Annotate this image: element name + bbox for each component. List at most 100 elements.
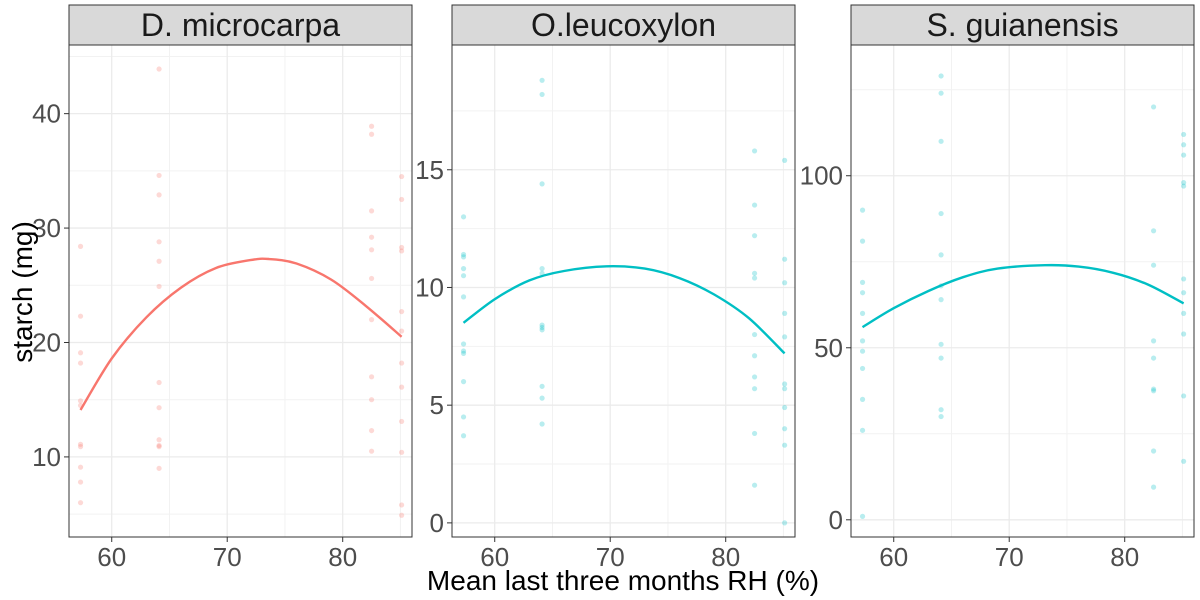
data-point bbox=[460, 350, 467, 356]
data-point bbox=[77, 441, 84, 447]
data-point bbox=[460, 251, 467, 258]
data-point bbox=[938, 90, 944, 96]
data-point bbox=[1150, 386, 1157, 392]
data-point bbox=[156, 442, 162, 449]
facet-strip-label: O.leucoxylon bbox=[531, 7, 716, 43]
panel-background bbox=[452, 45, 795, 537]
data-point bbox=[1150, 388, 1157, 394]
data-point bbox=[460, 214, 467, 220]
data-point bbox=[77, 398, 84, 404]
data-point bbox=[539, 421, 545, 427]
data-point bbox=[782, 381, 788, 387]
data-point bbox=[782, 157, 788, 163]
data-point bbox=[77, 350, 84, 356]
data-point bbox=[859, 338, 866, 344]
data-point bbox=[399, 384, 405, 390]
data-point bbox=[156, 172, 162, 179]
data-point bbox=[938, 407, 944, 413]
data-point bbox=[156, 437, 162, 443]
data-point bbox=[751, 270, 758, 276]
y-tick-label: 30 bbox=[32, 213, 61, 243]
data-point bbox=[77, 243, 84, 249]
data-point bbox=[399, 248, 405, 254]
data-point bbox=[368, 247, 375, 253]
data-point bbox=[460, 294, 467, 300]
data-point bbox=[368, 448, 375, 454]
data-point bbox=[859, 238, 866, 244]
data-point bbox=[460, 341, 467, 347]
data-point bbox=[460, 414, 467, 420]
panel-border bbox=[68, 44, 413, 538]
data-point bbox=[368, 208, 375, 214]
x-axis-title: Mean last three months RH (%) bbox=[427, 565, 819, 596]
data-point bbox=[460, 433, 467, 439]
data-point bbox=[938, 210, 944, 217]
data-point bbox=[1181, 290, 1187, 296]
facet-strip-label: D. microcarpa bbox=[141, 7, 340, 43]
x-tick-label: 60 bbox=[97, 542, 126, 572]
x-tick-label: 60 bbox=[480, 542, 509, 572]
data-point bbox=[751, 148, 758, 154]
data-point bbox=[460, 254, 467, 260]
data-point bbox=[782, 334, 788, 340]
y-tick-label: 10 bbox=[32, 442, 61, 472]
data-point bbox=[751, 233, 758, 239]
data-point bbox=[368, 275, 375, 282]
data-point bbox=[751, 430, 758, 437]
data-point bbox=[751, 331, 758, 338]
data-point bbox=[751, 353, 758, 359]
data-point bbox=[1181, 183, 1187, 189]
data-point bbox=[859, 396, 866, 402]
data-point bbox=[782, 404, 788, 411]
data-point bbox=[399, 360, 405, 366]
x-tick-label: 80 bbox=[1110, 542, 1139, 572]
data-point bbox=[77, 479, 84, 485]
y-tick-label: 0 bbox=[430, 508, 444, 538]
data-point bbox=[751, 374, 758, 380]
data-point bbox=[368, 123, 375, 129]
y-tick-label: 10 bbox=[415, 272, 444, 302]
data-point bbox=[539, 327, 545, 333]
fit-curve bbox=[79, 257, 403, 411]
data-point bbox=[1150, 228, 1157, 234]
panel-background bbox=[69, 45, 412, 537]
data-point bbox=[77, 360, 84, 366]
data-point bbox=[1181, 331, 1187, 337]
data-point bbox=[368, 317, 375, 323]
facet-strip-label: S. guianensis bbox=[926, 7, 1118, 43]
panel-background bbox=[851, 45, 1194, 537]
y-axis-title: starch (mg) bbox=[7, 221, 38, 363]
data-point bbox=[539, 383, 545, 389]
data-point bbox=[938, 413, 944, 420]
data-point bbox=[782, 520, 788, 526]
data-point bbox=[399, 502, 405, 508]
fit-curve bbox=[861, 263, 1185, 329]
data-point bbox=[77, 444, 84, 450]
data-point bbox=[859, 513, 866, 519]
y-tick-label: 15 bbox=[415, 155, 444, 185]
x-tick-label: 70 bbox=[596, 542, 625, 572]
data-point bbox=[782, 256, 788, 262]
data-point bbox=[460, 266, 467, 272]
data-point bbox=[782, 280, 788, 286]
data-point bbox=[460, 348, 467, 354]
data-point bbox=[156, 192, 162, 198]
data-point bbox=[782, 442, 788, 448]
data-point bbox=[539, 266, 545, 272]
data-point bbox=[1181, 393, 1187, 399]
data-point bbox=[368, 427, 375, 434]
x-tick-label: 70 bbox=[213, 542, 242, 572]
data-point bbox=[399, 173, 405, 180]
data-point bbox=[156, 444, 162, 450]
data-point bbox=[1181, 310, 1187, 316]
data-point bbox=[399, 328, 405, 334]
data-point bbox=[751, 386, 758, 392]
facet-panel: S. guianensis 60 70 80 0 50 100 bbox=[800, 4, 1195, 572]
data-point bbox=[751, 202, 758, 208]
data-point bbox=[399, 196, 405, 203]
data-point bbox=[1150, 355, 1157, 361]
data-point bbox=[859, 290, 866, 296]
data-point bbox=[156, 379, 162, 386]
data-point bbox=[859, 427, 866, 433]
